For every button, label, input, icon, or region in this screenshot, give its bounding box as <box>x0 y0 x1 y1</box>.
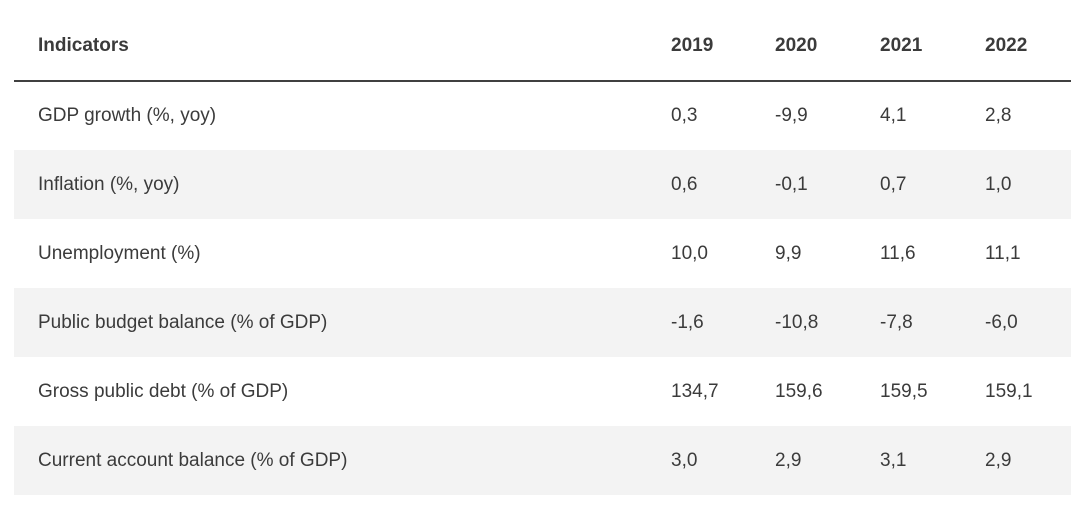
table-header: Indicators 2019 2020 2021 2022 <box>14 0 1071 82</box>
value-2021: 159,5 <box>880 380 928 402</box>
value-2022: 2,9 <box>985 449 1012 471</box>
table-body: GDP growth (%, yoy) 0,3 -9,9 4,1 2,8 Inf… <box>14 81 1071 495</box>
column-header-2021: 2021 <box>856 0 961 82</box>
column-header-indicators: Indicators <box>14 0 647 82</box>
indicator-label: Gross public debt (% of GDP) <box>38 380 289 402</box>
value-2020: -10,8 <box>775 311 819 333</box>
table-row: GDP growth (%, yoy) 0,3 -9,9 4,1 2,8 <box>14 81 1071 150</box>
table-row: Unemployment (%) 10,0 9,9 11,6 11,1 <box>14 219 1071 288</box>
value-2020: 2,9 <box>775 449 802 471</box>
value-2020: -9,9 <box>775 105 808 126</box>
value-2022: 1,0 <box>985 173 1012 195</box>
value-2021: 0,7 <box>880 173 907 195</box>
value-2019: 10,0 <box>671 242 708 264</box>
column-header-2022: 2022 <box>961 0 1071 82</box>
value-2020: 159,6 <box>775 380 823 402</box>
value-2022: 2,8 <box>985 105 1012 126</box>
indicator-label: Current account balance (% of GDP) <box>38 449 348 471</box>
value-2019: -1,6 <box>671 311 704 333</box>
indicator-label: Unemployment (%) <box>38 242 201 264</box>
table-row: Gross public debt (% of GDP) 134,7 159,6… <box>14 357 1071 426</box>
column-header-2020: 2020 <box>751 0 856 82</box>
value-2019: 3,0 <box>671 449 698 471</box>
table-row: Current account balance (% of GDP) 3,0 2… <box>14 426 1071 495</box>
indicator-label: Public budget balance (% of GDP) <box>38 311 328 333</box>
table-row: Inflation (%, yoy) 0,6 -0,1 0,7 1,0 <box>14 150 1071 219</box>
header-row: Indicators 2019 2020 2021 2022 <box>14 0 1071 82</box>
value-2019: 0,6 <box>671 173 698 195</box>
indicators-table: Indicators 2019 2020 2021 2022 GDP growt… <box>14 0 1071 495</box>
indicator-label: GDP growth (%, yoy) <box>38 105 217 126</box>
value-2020: 9,9 <box>775 242 802 264</box>
indicator-label: Inflation (%, yoy) <box>38 173 180 195</box>
value-2021: 3,1 <box>880 449 907 471</box>
value-2019: 0,3 <box>671 105 698 126</box>
column-header-2019: 2019 <box>647 0 751 82</box>
value-2022: 159,1 <box>985 380 1033 402</box>
value-2021: 11,6 <box>880 242 916 264</box>
value-2021: -7,8 <box>880 311 913 333</box>
value-2021: 4,1 <box>880 105 907 126</box>
value-2019: 134,7 <box>671 380 719 402</box>
value-2022: -6,0 <box>985 311 1018 333</box>
table-row: Public budget balance (% of GDP) -1,6 -1… <box>14 288 1071 357</box>
value-2022: 11,1 <box>985 242 1021 264</box>
value-2020: -0,1 <box>775 173 808 195</box>
